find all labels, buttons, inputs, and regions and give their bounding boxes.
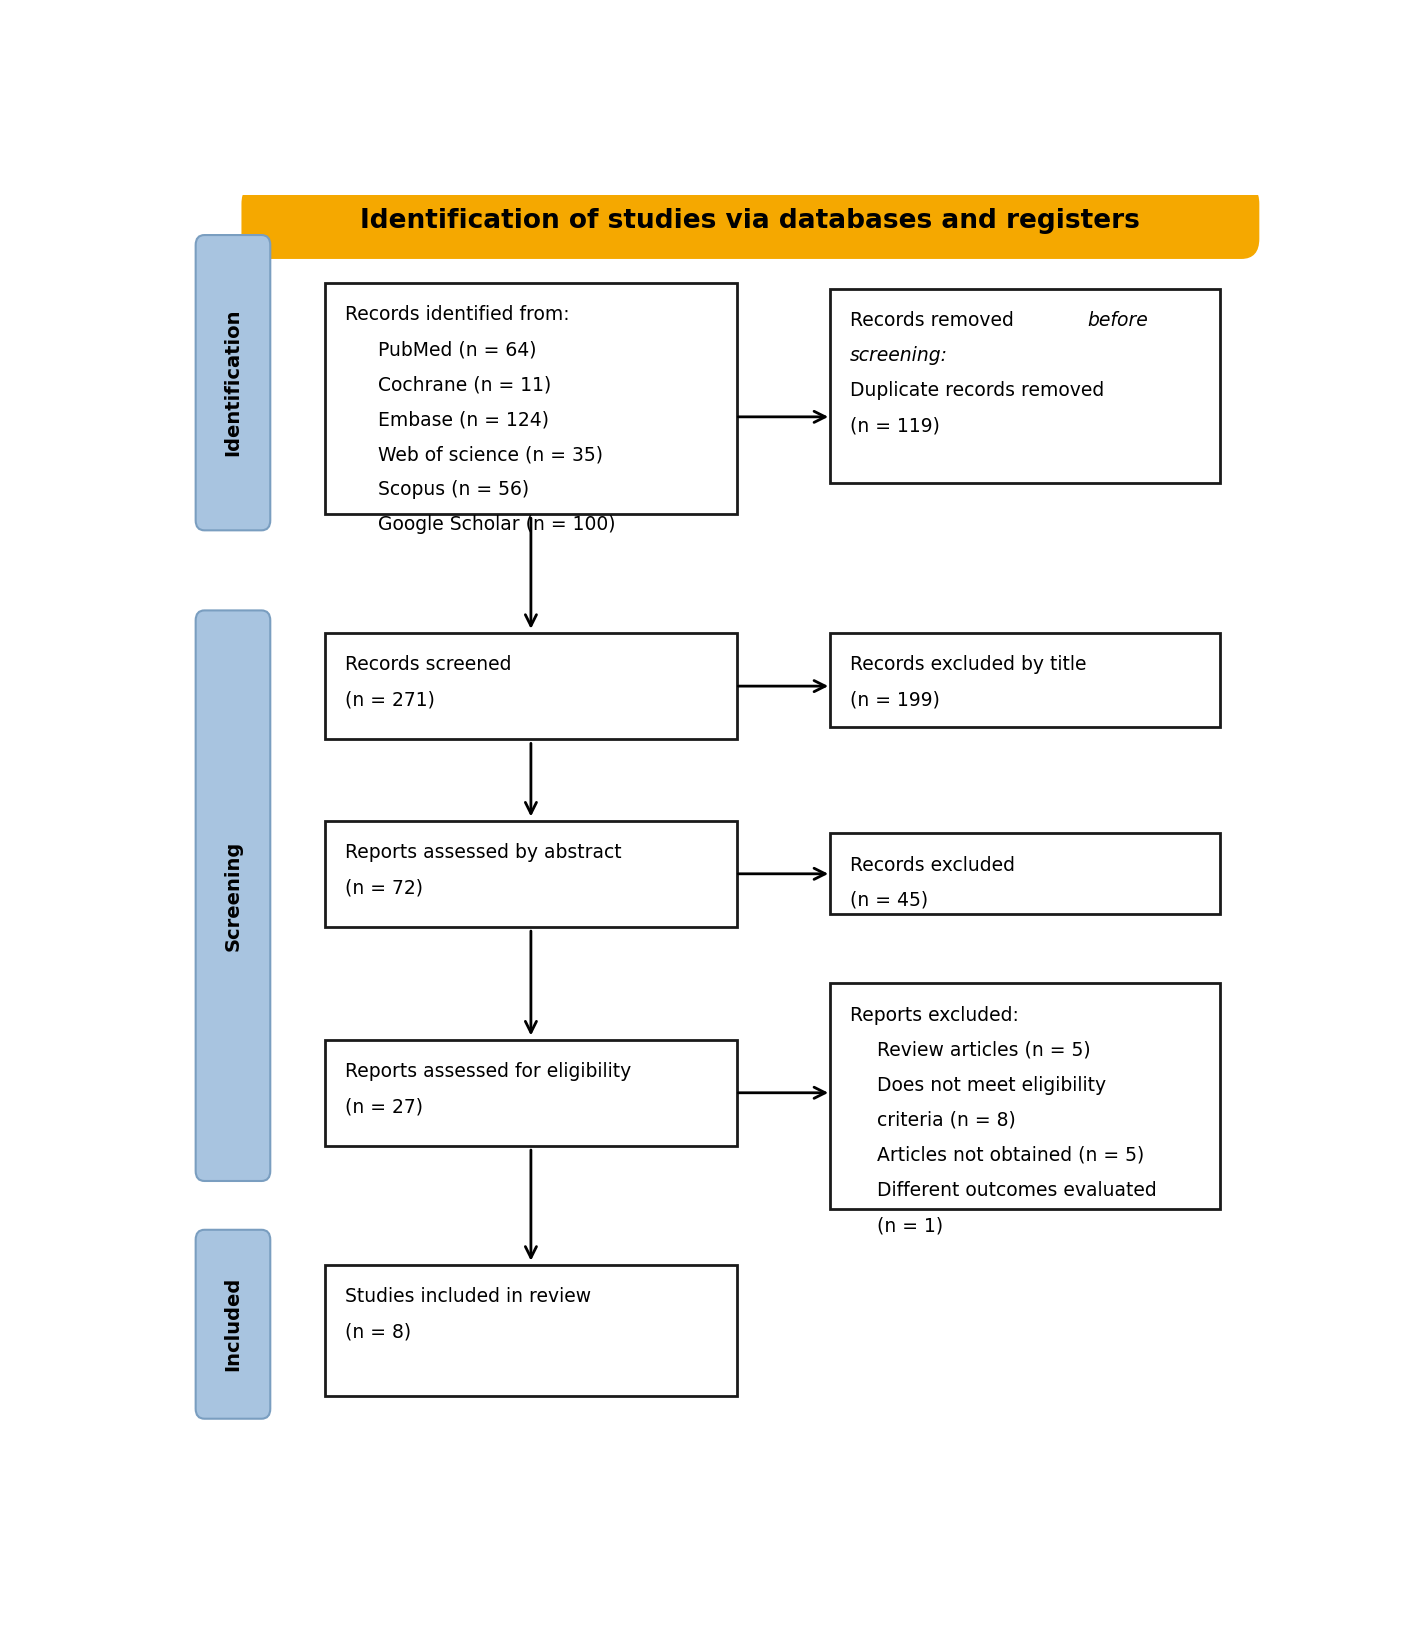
Text: Reports assessed by abstract: Reports assessed by abstract <box>346 843 622 863</box>
Text: Duplicate records removed: Duplicate records removed <box>850 382 1104 400</box>
FancyBboxPatch shape <box>326 634 736 739</box>
Text: Records excluded by title: Records excluded by title <box>850 655 1086 674</box>
Text: (n = 8): (n = 8) <box>346 1323 411 1341</box>
FancyBboxPatch shape <box>244 185 1257 257</box>
FancyBboxPatch shape <box>830 289 1219 483</box>
Text: Different outcomes evaluated: Different outcomes evaluated <box>877 1181 1157 1199</box>
FancyBboxPatch shape <box>830 634 1219 726</box>
Text: Identification: Identification <box>224 309 242 457</box>
Text: before: before <box>1087 312 1147 330</box>
FancyBboxPatch shape <box>830 834 1219 915</box>
Text: Articles not obtained (n = 5): Articles not obtained (n = 5) <box>877 1146 1144 1165</box>
FancyBboxPatch shape <box>326 1040 736 1146</box>
Text: Scopus (n = 56): Scopus (n = 56) <box>378 481 530 499</box>
Text: Google Scholar (n = 100): Google Scholar (n = 100) <box>378 515 616 535</box>
Text: Studies included in review: Studies included in review <box>346 1287 590 1306</box>
Text: Reports assessed for eligibility: Reports assessed for eligibility <box>346 1063 632 1081</box>
FancyBboxPatch shape <box>830 983 1219 1209</box>
Text: screening:: screening: <box>850 346 947 366</box>
Text: (n = 72): (n = 72) <box>346 878 423 897</box>
Text: PubMed (n = 64): PubMed (n = 64) <box>378 340 537 359</box>
Text: Review articles (n = 5): Review articles (n = 5) <box>877 1042 1090 1060</box>
Text: Embase (n = 124): Embase (n = 124) <box>378 410 549 429</box>
Text: (n = 45): (n = 45) <box>850 891 927 910</box>
FancyBboxPatch shape <box>195 611 270 1181</box>
FancyBboxPatch shape <box>326 1264 736 1396</box>
Text: Identification of studies via databases and registers: Identification of studies via databases … <box>361 208 1140 234</box>
Text: (n = 199): (n = 199) <box>850 691 940 710</box>
Text: Cochrane (n = 11): Cochrane (n = 11) <box>378 375 551 395</box>
Text: Records screened: Records screened <box>346 655 511 674</box>
Text: (n = 1): (n = 1) <box>877 1216 943 1235</box>
Text: criteria (n = 8): criteria (n = 8) <box>877 1112 1015 1129</box>
Text: (n = 27): (n = 27) <box>346 1097 423 1116</box>
Text: Web of science (n = 35): Web of science (n = 35) <box>378 445 603 465</box>
Text: Screening: Screening <box>224 840 242 951</box>
Text: Reports excluded:: Reports excluded: <box>850 1006 1018 1025</box>
Text: Included: Included <box>224 1277 242 1372</box>
FancyBboxPatch shape <box>195 1230 270 1419</box>
Text: Records excluded: Records excluded <box>850 856 1015 874</box>
Text: Records removed: Records removed <box>850 312 1020 330</box>
Text: Records identified from:: Records identified from: <box>346 306 569 323</box>
FancyBboxPatch shape <box>326 283 736 514</box>
Text: (n = 271): (n = 271) <box>346 691 435 710</box>
FancyBboxPatch shape <box>326 821 736 926</box>
Text: Does not meet eligibility: Does not meet eligibility <box>877 1076 1106 1095</box>
Text: (n = 119): (n = 119) <box>850 416 940 436</box>
FancyBboxPatch shape <box>195 236 270 530</box>
